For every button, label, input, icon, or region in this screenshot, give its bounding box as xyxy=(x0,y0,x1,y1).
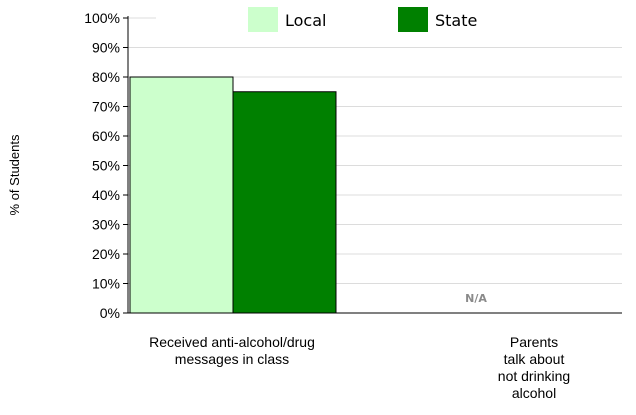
legend: Local State xyxy=(248,7,477,32)
x-category-label-1: Parents talk about not drinking alcohol xyxy=(498,334,570,401)
y-tick-label: 70% xyxy=(92,99,120,115)
bar-state-0 xyxy=(232,91,337,314)
bar-local-0 xyxy=(129,76,234,314)
y-tick-label: 100% xyxy=(84,10,120,26)
legend-swatch-state xyxy=(398,7,428,32)
y-tick-label: 50% xyxy=(92,158,120,174)
y-tick-label: 80% xyxy=(92,69,120,85)
bars xyxy=(129,76,337,314)
x-category-label-line: talk about xyxy=(504,351,565,367)
x-category-label-line: not drinking xyxy=(498,368,570,384)
x-category-label-line: alcohol xyxy=(512,385,556,401)
category-labels: Received anti-alcohol/drug messages in cl… xyxy=(149,334,570,401)
legend-label-local: Local xyxy=(285,11,326,30)
y-tick-label: 40% xyxy=(92,187,120,203)
x-category-label-line: Parents xyxy=(510,334,558,350)
axes xyxy=(127,16,622,314)
legend-label-state: State xyxy=(435,11,477,30)
x-category-label-line: Received anti-alcohol/drug xyxy=(149,334,315,350)
not-available-label: N/A xyxy=(465,292,487,305)
x-category-label-0: Received anti-alcohol/drug messages in cl… xyxy=(149,334,315,367)
y-tick-label: 20% xyxy=(92,246,120,262)
y-tick-label: 10% xyxy=(92,276,120,292)
legend-swatch-local xyxy=(248,7,278,32)
y-axis-label: % of Students xyxy=(7,134,22,215)
y-tick-label: 0% xyxy=(100,305,120,321)
y-tick-label: 60% xyxy=(92,128,120,144)
y-tick-label: 30% xyxy=(92,217,120,233)
y-tick-label: 90% xyxy=(92,40,120,56)
y-tick-labels: 0% 10% 20% 30% 40% 50% 60% 70% 80% 90% 100% xyxy=(84,10,120,321)
x-category-label-line: messages in class xyxy=(175,351,289,367)
